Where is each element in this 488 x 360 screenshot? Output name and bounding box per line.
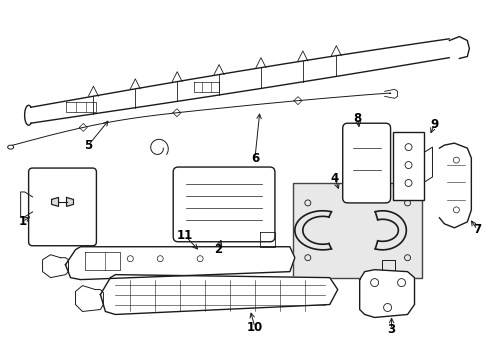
Text: 4: 4 (330, 171, 338, 185)
Polygon shape (439, 143, 470, 228)
Bar (392, 132, 424, 200)
Text: 10: 10 (246, 321, 263, 334)
Text: 6: 6 (250, 152, 259, 165)
Text: 11: 11 (177, 229, 193, 242)
Text: 1: 1 (19, 215, 27, 228)
Text: 2: 2 (214, 243, 222, 256)
Polygon shape (66, 197, 73, 206)
Text: 9: 9 (429, 118, 438, 131)
Text: 8: 8 (353, 112, 361, 125)
Bar (292, 183, 422, 278)
Polygon shape (100, 275, 337, 315)
Text: 7: 7 (472, 223, 480, 236)
Text: 5: 5 (84, 139, 92, 152)
Polygon shape (65, 247, 294, 280)
Polygon shape (51, 197, 59, 206)
Polygon shape (359, 270, 414, 318)
FancyBboxPatch shape (29, 168, 96, 246)
FancyBboxPatch shape (342, 123, 390, 203)
FancyBboxPatch shape (173, 167, 274, 242)
Text: 3: 3 (386, 323, 395, 336)
